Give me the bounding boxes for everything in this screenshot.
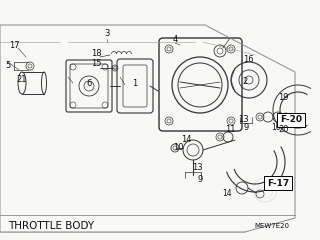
Text: 10: 10: [271, 124, 281, 132]
Text: 10: 10: [173, 144, 183, 152]
Text: 19: 19: [278, 92, 288, 102]
Text: MEW7E20: MEW7E20: [254, 223, 290, 229]
Text: 21: 21: [17, 74, 27, 84]
Text: 4: 4: [172, 36, 178, 44]
Text: 13: 13: [238, 115, 248, 125]
Text: THROTTLE BODY: THROTTLE BODY: [8, 221, 94, 231]
Text: 14: 14: [222, 188, 232, 198]
Text: 14: 14: [181, 136, 191, 144]
Text: 9: 9: [244, 124, 249, 132]
Text: 15: 15: [91, 60, 101, 68]
Text: F-20: F-20: [280, 115, 302, 125]
Text: 13: 13: [192, 162, 202, 172]
Text: 3: 3: [104, 30, 110, 38]
Text: 17: 17: [9, 41, 19, 49]
Text: 18: 18: [91, 48, 101, 58]
Text: 6: 6: [86, 78, 92, 88]
Text: 20: 20: [279, 125, 289, 133]
Text: 5: 5: [5, 61, 11, 71]
Text: F-17: F-17: [267, 179, 289, 187]
Text: 11: 11: [225, 126, 235, 134]
Text: 16: 16: [243, 54, 253, 64]
Text: 1: 1: [132, 78, 138, 88]
Text: 2: 2: [242, 77, 248, 85]
Text: 9: 9: [197, 174, 203, 184]
